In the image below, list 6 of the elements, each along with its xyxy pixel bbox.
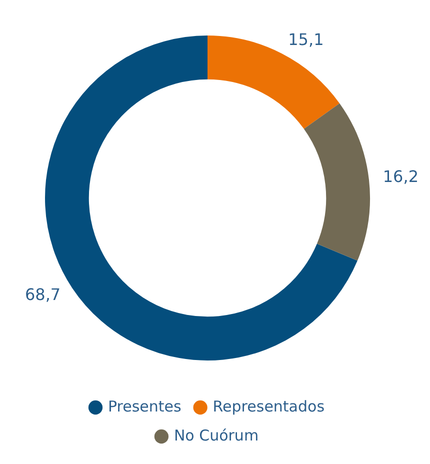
data-label: 16,2	[382, 167, 418, 186]
data-label: 15,1	[288, 30, 324, 50]
legend-label: Presentes	[108, 397, 182, 416]
legend-label: Representados	[212, 397, 325, 416]
data-label: 68,7	[24, 284, 61, 304]
legend-label: No Cuórum	[174, 426, 259, 444]
